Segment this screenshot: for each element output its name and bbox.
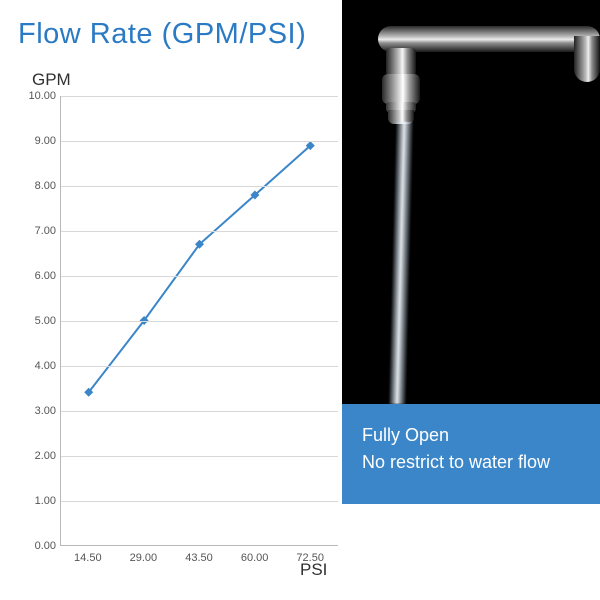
y-tick-label: 10.00 [18, 90, 56, 102]
gridline [61, 366, 338, 367]
gridline [61, 96, 338, 97]
y-tick-label: 6.00 [18, 270, 56, 282]
x-tick-label: 43.50 [185, 552, 213, 564]
faucet-bend-graphic [574, 36, 600, 82]
chart-title: Flow Rate (GPM/PSI) [18, 18, 306, 51]
caption-panel: Fully Open No restrict to water flow [342, 404, 600, 504]
y-tick-label: 0.00 [18, 540, 56, 552]
y-tick-label: 1.00 [18, 495, 56, 507]
y-axis-title: GPM [32, 70, 71, 90]
water-stream-graphic [388, 122, 413, 404]
series-line [89, 146, 311, 393]
gridline [61, 231, 338, 232]
gridline [61, 321, 338, 322]
faucet-valve-graphic [382, 74, 420, 104]
gridline [61, 276, 338, 277]
flow-rate-chart: 0.00 1.00 2.00 3.00 4.00 5.00 6.00 7.00 8.00 9.00… [18, 96, 338, 576]
x-tick-label: 60.00 [241, 552, 269, 564]
y-tick-label: 9.00 [18, 135, 56, 147]
caption-line2: No restrict to water flow [362, 449, 580, 476]
plot-area [60, 96, 338, 546]
gridline [61, 186, 338, 187]
x-tick-label: 72.50 [296, 552, 324, 564]
y-tick-label: 4.00 [18, 360, 56, 372]
gridline [61, 141, 338, 142]
faucet-neck-graphic [386, 48, 416, 76]
product-photo [342, 0, 600, 404]
y-tick-label: 7.00 [18, 225, 56, 237]
y-tick-label: 8.00 [18, 180, 56, 192]
y-tick-label: 3.00 [18, 405, 56, 417]
caption-line1: Fully Open [362, 422, 580, 449]
y-tick-label: 2.00 [18, 450, 56, 462]
gridline [61, 411, 338, 412]
x-tick-label: 29.00 [130, 552, 158, 564]
y-tick-label: 5.00 [18, 315, 56, 327]
gridline [61, 501, 338, 502]
gridline [61, 456, 338, 457]
x-tick-label: 14.50 [74, 552, 102, 564]
